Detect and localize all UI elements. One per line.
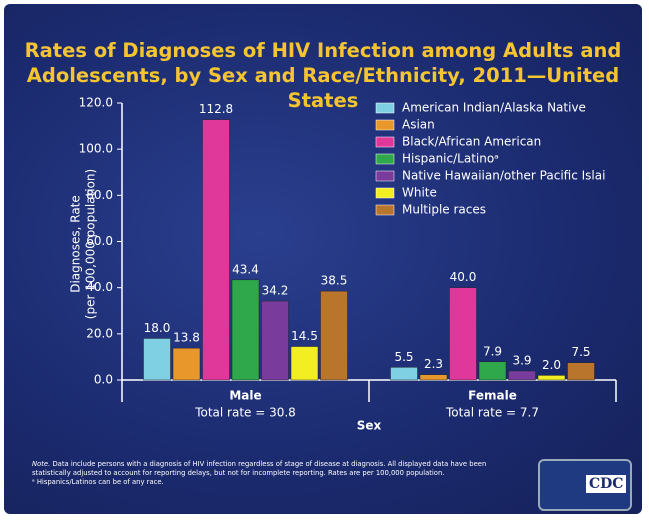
legend-swatch — [375, 187, 395, 199]
bar — [261, 300, 289, 381]
logo: CDC — [538, 459, 632, 511]
slide: Rates of Diagnoses of HIV Infection amon… — [4, 4, 642, 514]
bar — [449, 287, 477, 381]
value-label: 2.0 — [542, 358, 561, 372]
y-tick-label: 20.0 — [86, 326, 113, 340]
value-label: 2.3 — [424, 357, 443, 371]
bar — [390, 367, 418, 381]
bar — [537, 375, 566, 381]
note-label: Note. — [32, 460, 51, 468]
y-tick-label: 0.0 — [94, 373, 113, 387]
legend-swatch — [375, 204, 395, 216]
y-tick-label: 60.0 — [86, 234, 113, 248]
x-axis-label: Sex — [357, 419, 382, 433]
legend-label: Black/African American — [402, 135, 541, 149]
value-label: 7.5 — [571, 345, 590, 359]
value-label: 13.8 — [173, 331, 200, 345]
bar — [508, 370, 536, 381]
x-tick-label: Male — [229, 389, 261, 403]
legend-label: Asian — [402, 118, 435, 132]
y-tick-label: 100.0 — [79, 142, 113, 156]
y-axis-label: Diagnoses, Rate — [69, 195, 83, 293]
value-label: 40.0 — [450, 270, 477, 284]
bar — [419, 374, 448, 381]
logo-text: CDC — [586, 475, 627, 493]
legend-swatch — [375, 102, 395, 114]
y-tick-label: 120.0 — [79, 96, 113, 110]
bar — [231, 279, 260, 381]
value-label: 5.5 — [394, 350, 413, 364]
chart-title: Rates of Diagnoses of HIV Infection amon… — [24, 39, 622, 112]
legend-label: Hispanic/Latinoᵃ — [402, 152, 499, 166]
bar — [143, 338, 171, 381]
legend-label: White — [402, 186, 437, 200]
category-note: Total rate = 30.8 — [194, 406, 296, 420]
value-label: 3.9 — [512, 353, 531, 367]
bar — [567, 362, 595, 381]
value-label: 14.5 — [291, 329, 318, 343]
chart: 0.0 20.0 40.0 60.0 80.0 100.0 120.0 Diagnoses, … — [69, 96, 617, 433]
value-label: 18.0 — [144, 321, 171, 335]
y-axis-sublabel: (per 100,000 population) — [84, 169, 98, 319]
value-label: 38.5 — [321, 274, 348, 288]
legend-swatch — [375, 136, 395, 148]
x-tick-label: Female — [468, 389, 517, 403]
note: Note. Data include persons with a diagno… — [32, 460, 512, 487]
value-label: 112.8 — [199, 102, 233, 116]
bar — [172, 347, 201, 381]
bar — [320, 290, 348, 381]
value-label: 43.4 — [232, 262, 259, 276]
legend-swatch — [375, 153, 395, 165]
note-text: Data include persons with a diagnosis of… — [32, 460, 487, 477]
value-label: 34.2 — [262, 284, 289, 298]
bar — [202, 119, 230, 381]
value-label: 7.9 — [483, 344, 502, 358]
y-tick-label: 40.0 — [86, 280, 113, 294]
bar — [290, 346, 319, 381]
bar — [478, 361, 507, 381]
legend-label: Multiple races — [402, 203, 486, 217]
legend-label: Native Hawaiian/other Pacific Islai — [402, 169, 605, 183]
legend-swatch — [375, 119, 395, 131]
legend-label: American Indian/Alaska Native — [402, 101, 586, 115]
legend-swatch — [375, 170, 395, 182]
category-note: Total rate = 7.7 — [445, 406, 539, 420]
y-tick-label: 80.0 — [86, 188, 113, 202]
footnote: ᵃ Hispanics/Latinos can be of any race. — [32, 478, 164, 486]
